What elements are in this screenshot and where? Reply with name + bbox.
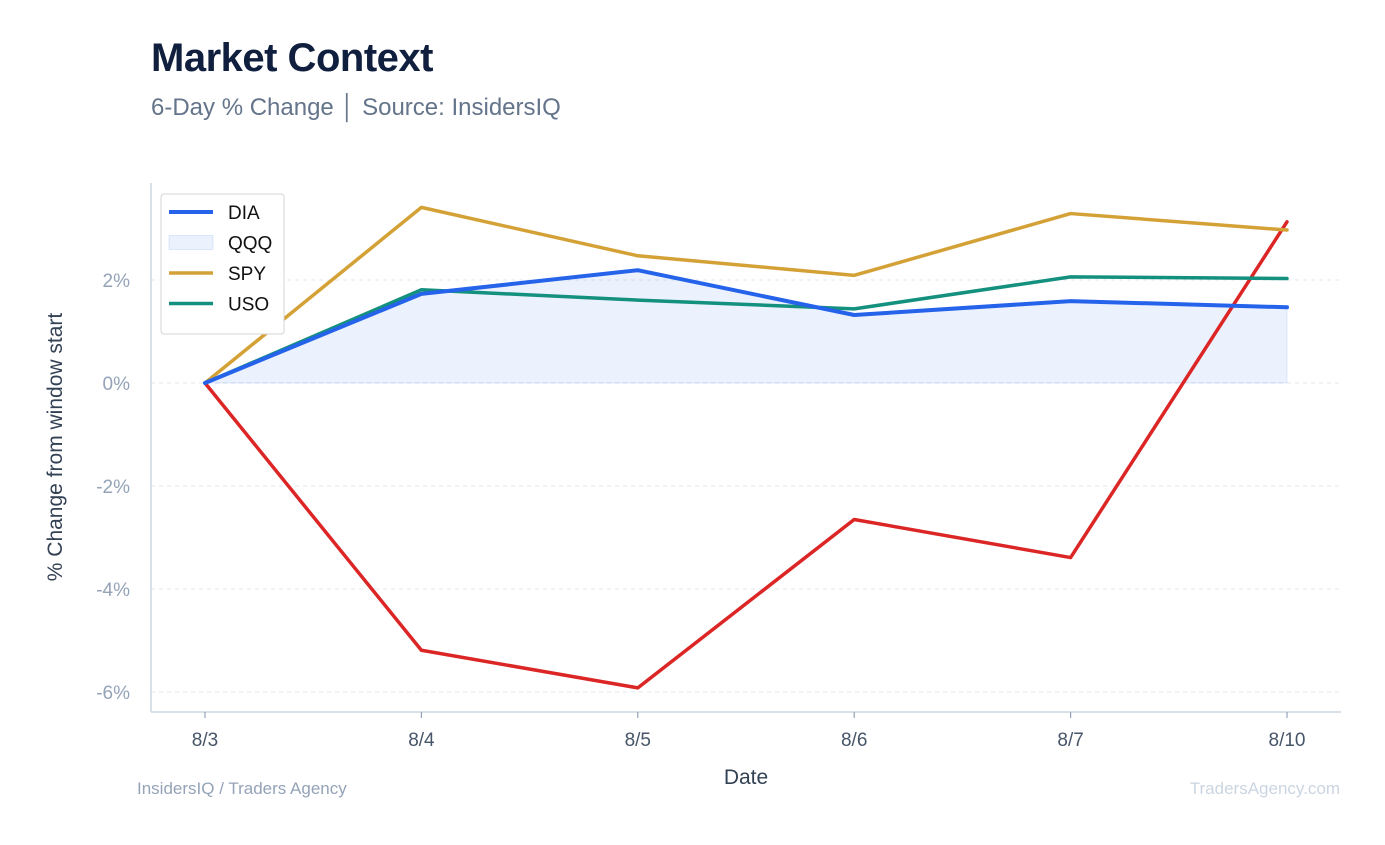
x-tick-label: 8/4 (408, 730, 435, 751)
x-tick-label: 8/3 (192, 730, 218, 751)
area-layer (204, 269, 1288, 384)
y-tick-label: 2% (103, 271, 131, 292)
chart-subtitle: 6-Day % Change │ Source: InsidersIQ (151, 94, 561, 121)
series-area-qqq (204, 269, 1288, 384)
legend-box (160, 193, 285, 335)
y-tick-label: -6% (96, 683, 130, 704)
legend-label-dia: DIA (228, 203, 260, 224)
series-lines (203, 205, 1289, 690)
x-tick-label: 8/7 (1057, 730, 1083, 751)
y-tick-label: -2% (96, 477, 130, 498)
series-line-unlabeled-4 (203, 220, 1289, 690)
x-tick-label: 8/5 (625, 730, 651, 751)
series-line-uso (203, 275, 1289, 385)
series-line-spy (203, 205, 1289, 385)
axes (150, 183, 1341, 713)
legend-label-uso: USO (228, 295, 269, 316)
legend-label-qqq: QQQ (228, 234, 272, 255)
footer-site: TradersAgency.com (1189, 779, 1340, 798)
legend-label-spy: SPY (228, 264, 266, 285)
y-tick-label: -4% (96, 580, 130, 601)
y-tick-label: 0% (103, 374, 131, 395)
x-tick-label: 8/10 (1269, 730, 1306, 751)
grid-lines (151, 279, 1341, 693)
legend-swatch-qqq (168, 235, 214, 250)
legend: DIA QQQ SPY USO (160, 193, 285, 335)
chart-title: Market Context (151, 36, 433, 80)
x-tick-label: 8/6 (841, 730, 867, 751)
footer-credit: InsidersIQ / Traders Agency (137, 779, 347, 798)
y-ticks: 2% 0% -2% -4% -6% (96, 271, 130, 704)
y-axis-label: % Change from window start (44, 313, 67, 582)
series-line-dia (203, 268, 1289, 385)
x-axis-label: Date (724, 766, 768, 789)
x-ticks: 8/3 8/4 8/5 8/6 8/7 8/10 (192, 712, 1306, 751)
